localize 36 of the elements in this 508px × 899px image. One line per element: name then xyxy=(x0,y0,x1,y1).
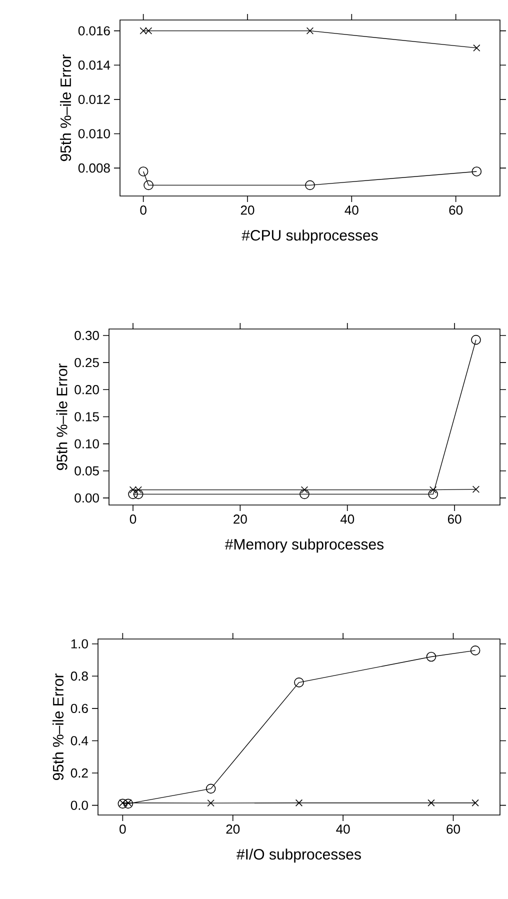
x-tick-label: 0 xyxy=(140,206,146,215)
x-tick-label: 40 xyxy=(336,824,350,834)
y-tick-label: 0.05 xyxy=(74,466,99,476)
x-tick-label: 60 xyxy=(446,824,460,834)
x-tick-label: 0 xyxy=(130,514,136,524)
x-axis-title: #I/O subprocesses xyxy=(236,848,361,863)
y-tick-label: 0.012 xyxy=(78,94,110,104)
x-tick-label: 40 xyxy=(340,514,354,524)
x-tick-label: 20 xyxy=(234,514,247,524)
y-tick-label: 0.15 xyxy=(74,412,99,422)
y-tick-label: 0.4 xyxy=(70,736,88,746)
x-tick-label: 60 xyxy=(449,206,463,215)
y-tick-label: 0.008 xyxy=(78,163,110,173)
x-axis-title: #CPU subprocesses xyxy=(242,230,378,244)
x-tick-label: 0 xyxy=(120,824,126,834)
x-tick-label: 60 xyxy=(448,514,462,524)
x-tick-label: 20 xyxy=(226,824,240,834)
y-tick-label: 0.6 xyxy=(70,704,88,714)
y-tick-label: 0.20 xyxy=(74,385,99,394)
x-tick-label: 40 xyxy=(344,206,358,215)
y-tick-label: 0.014 xyxy=(78,60,110,70)
y-tick-label: 0.10 xyxy=(74,439,99,448)
y-tick-label: 0.0 xyxy=(70,800,88,810)
y-tick-label: 0.30 xyxy=(74,330,99,340)
y-tick-label: 0.00 xyxy=(74,493,99,503)
y-axis-title: 95th %–ile Error xyxy=(60,54,72,162)
y-tick-label: 0.016 xyxy=(78,26,110,36)
y-tick-label: 0.010 xyxy=(78,129,110,138)
y-tick-label: 0.2 xyxy=(70,768,88,778)
y-tick-label: 1.0 xyxy=(71,639,88,648)
y-tick-label: 0.8 xyxy=(70,672,88,681)
x-axis-title: #Memory subprocesses xyxy=(224,538,384,553)
x-tick-label: 20 xyxy=(240,206,254,215)
y-tick-label: 0.25 xyxy=(74,358,99,368)
y-axis-title: 95th %–ile Error xyxy=(52,674,64,780)
y-axis-title: 95th %–ile Error xyxy=(56,364,68,470)
